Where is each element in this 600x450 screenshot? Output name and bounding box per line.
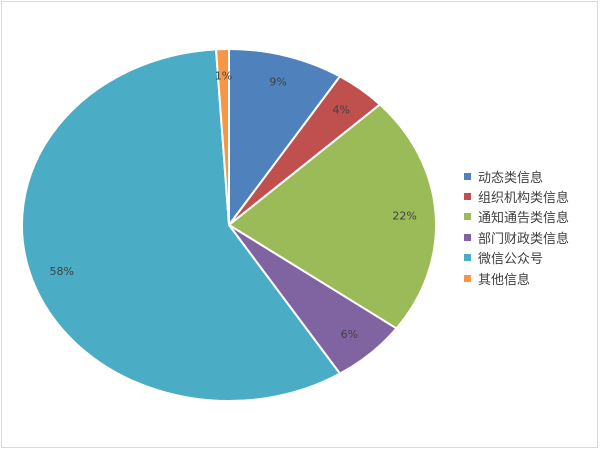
legend-swatch xyxy=(464,233,471,241)
pie-data-label: 6% xyxy=(341,328,358,341)
pie-slice-6 xyxy=(215,48,230,226)
legend-swatch xyxy=(464,274,471,282)
pie-slices xyxy=(20,48,438,402)
pie-data-label: 9% xyxy=(269,75,286,88)
pie-data-label: 22% xyxy=(392,210,416,223)
legend-item: 组织机构类信息 xyxy=(464,186,569,206)
legend-item: 动态类信息 xyxy=(464,166,569,186)
legend-item: 其他信息 xyxy=(464,268,569,288)
pie-data-labels: 9% 4% 22% 6% 58% 1% xyxy=(49,70,416,342)
legend-swatch xyxy=(464,254,471,262)
legend-label: 动态类信息 xyxy=(478,170,544,186)
pie-slice-3 xyxy=(228,103,438,330)
pie-data-label: 58% xyxy=(49,265,73,278)
legend-swatch xyxy=(464,213,471,221)
chart-legend: 动态类信息组织机构类信息 通知通告类信息 部门财政类信息 微信公众号其他信息 xyxy=(464,166,569,288)
legend-label: 部门财政类信息 xyxy=(478,231,570,247)
legend-item: 微信公众号 xyxy=(464,248,569,268)
legend-item: 部门财政类信息 xyxy=(464,227,569,247)
legend-label: 其他信息 xyxy=(478,272,531,288)
pie-slice-5 xyxy=(20,48,341,402)
pie-data-label: 4% xyxy=(332,104,349,117)
legend-label: 通知通告类信息 xyxy=(478,211,570,227)
pie-slice-1 xyxy=(228,48,341,226)
legend-item: 通知通告类信息 xyxy=(464,207,569,227)
pie-data-label: 1% xyxy=(215,70,232,83)
legend-swatch xyxy=(464,172,471,180)
legend-label: 微信公众号 xyxy=(478,252,544,268)
legend-swatch xyxy=(464,193,471,201)
legend-label: 组织机构类信息 xyxy=(478,191,570,207)
